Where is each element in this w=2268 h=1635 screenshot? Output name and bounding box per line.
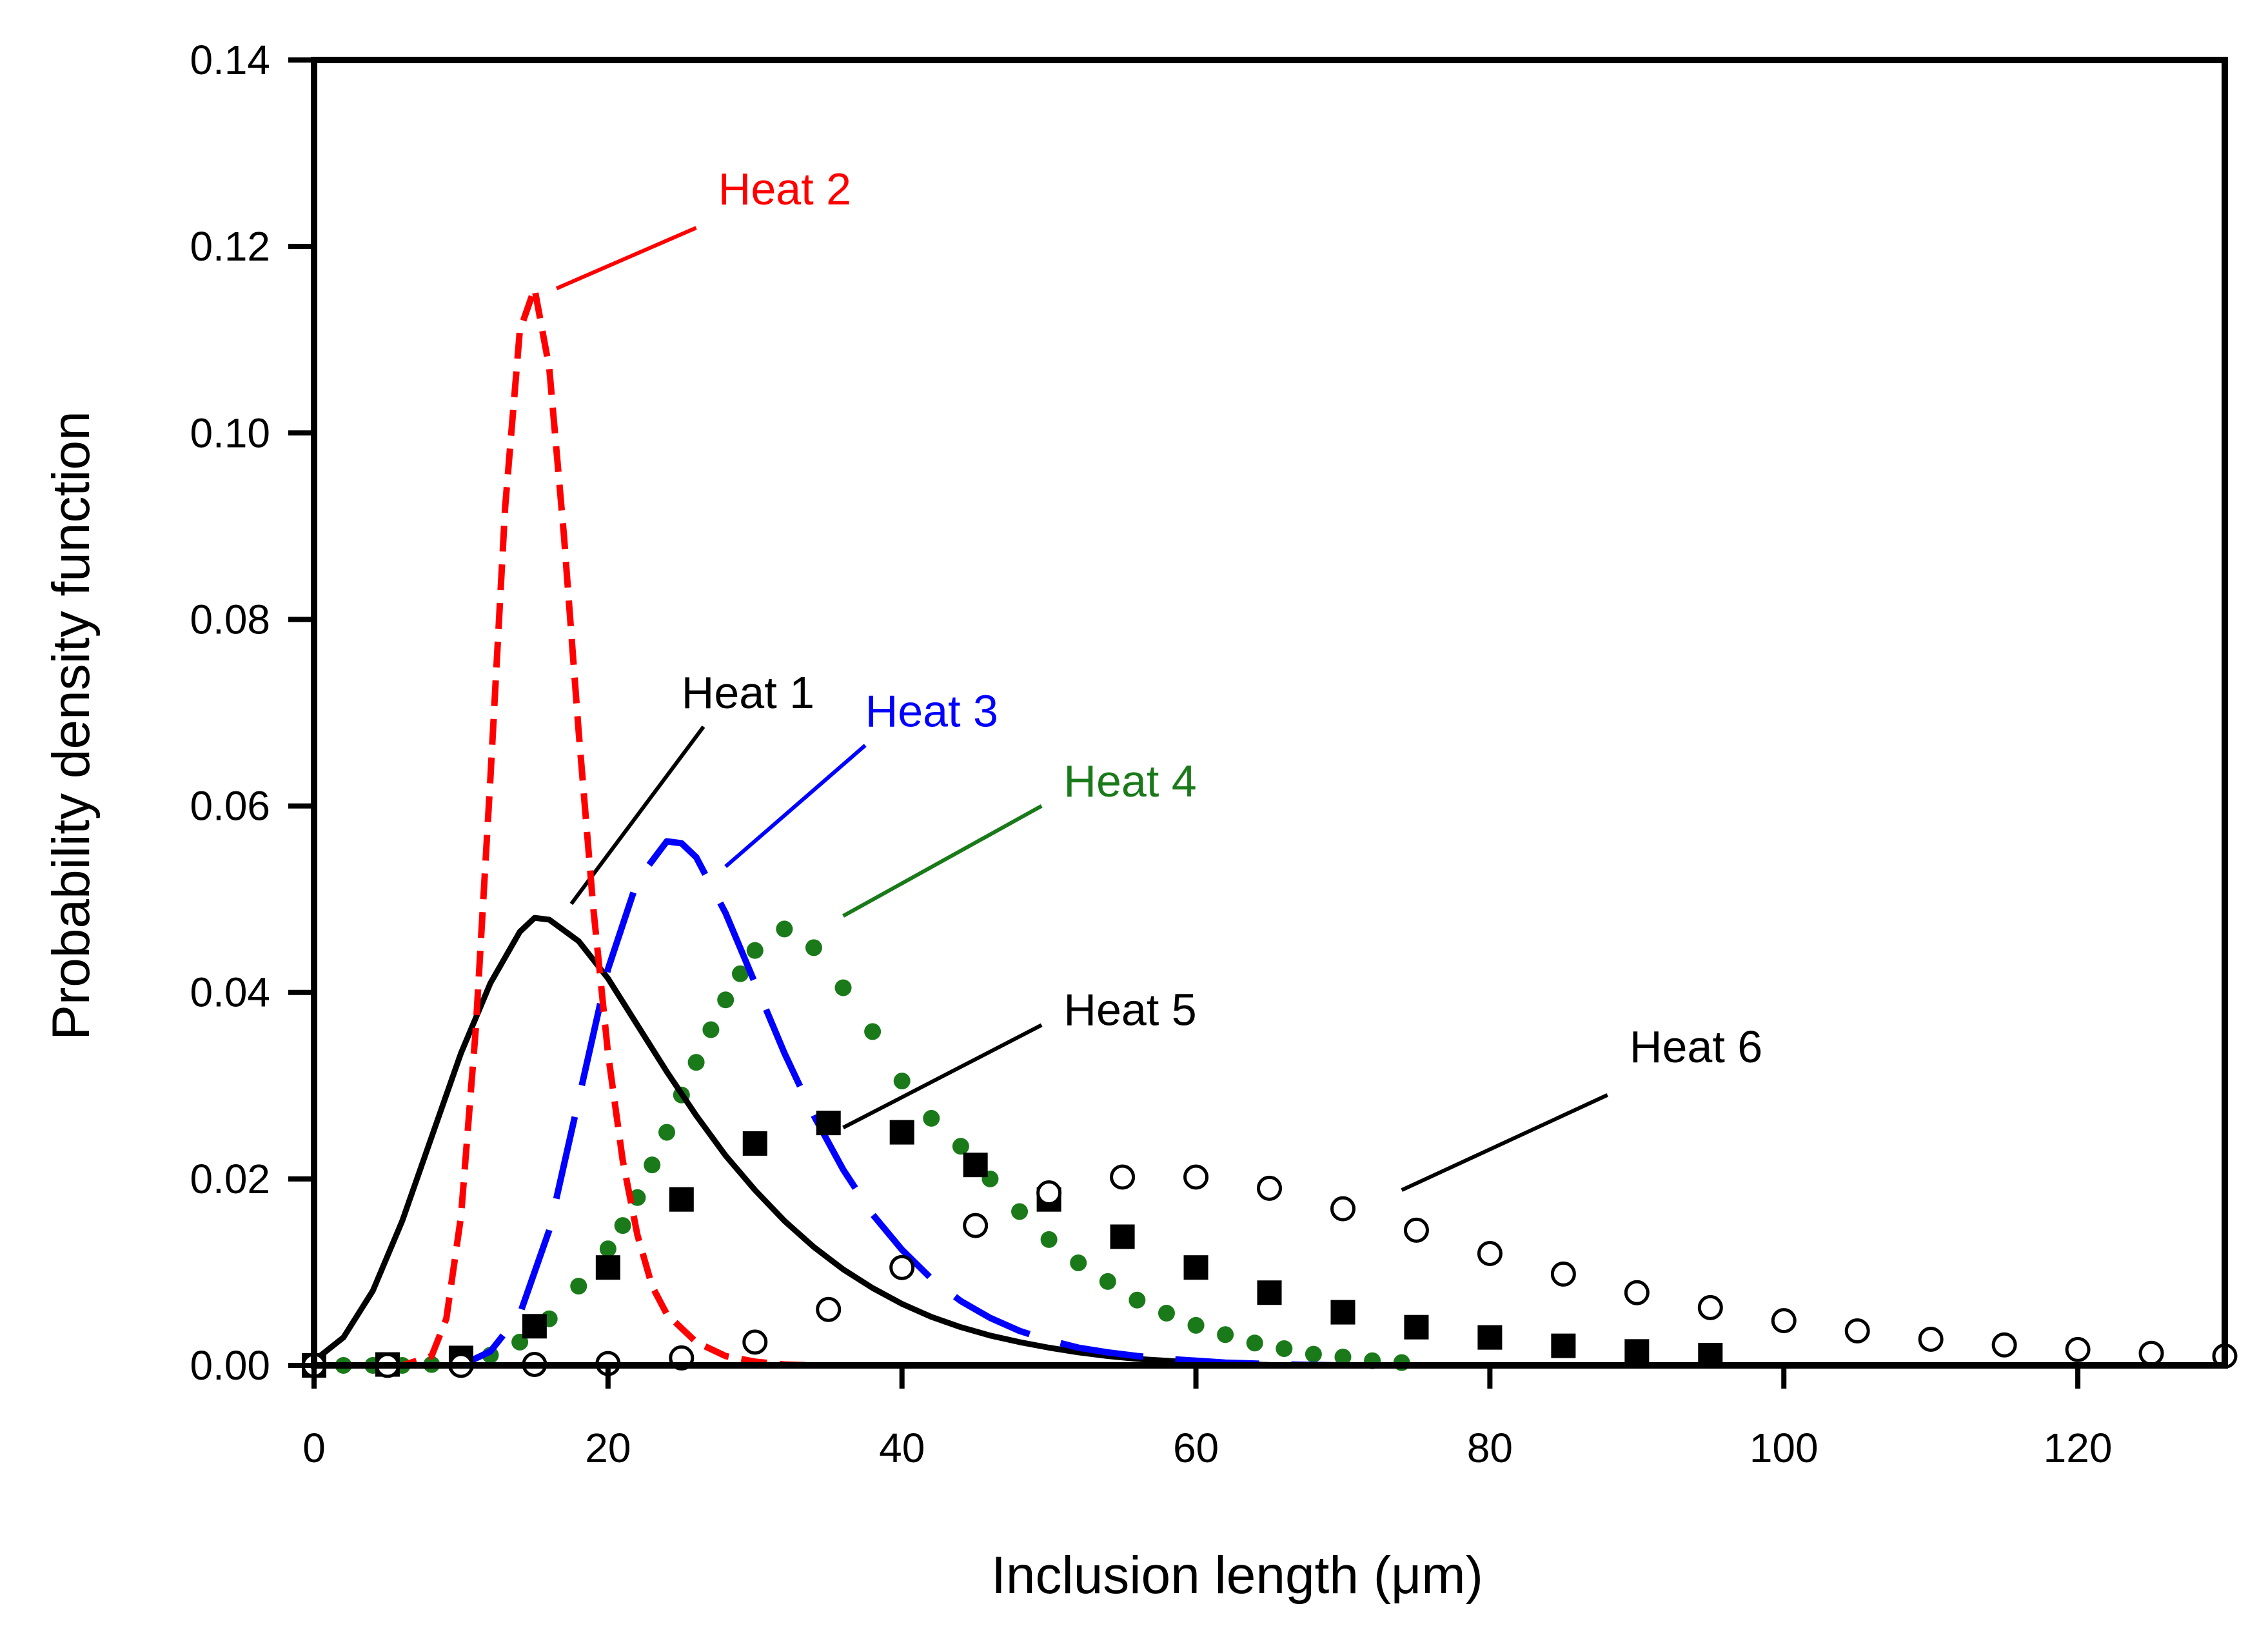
series-heat-5-point: [816, 1111, 841, 1136]
x-tick-label: 0: [302, 1425, 326, 1471]
series-heat-4-point: [1305, 1345, 1322, 1363]
series-heat-4-point: [923, 1109, 940, 1127]
series-heat-4-point: [1011, 1203, 1029, 1220]
annotation-leader-line: [842, 1023, 1043, 1130]
series-heat-5-point: [1551, 1333, 1576, 1358]
series-heat-4-point: [644, 1156, 661, 1174]
series-heat-4-point: [687, 1054, 705, 1071]
plot-frame: [311, 57, 2228, 1369]
series-heat-6-point: [2065, 1336, 2091, 1362]
series-heat-5-point: [1624, 1339, 1650, 1364]
series-heat-1-line: [312, 915, 1285, 1369]
series-heat-6-point: [889, 1254, 915, 1280]
axis-ticks: 0 20 40 60 80 100 120 0.00 0.02 0.04 0.06 0.08 0.10 0…: [190, 37, 2112, 1471]
y-tick-label: 0.04: [190, 969, 270, 1016]
series-heat-4-point: [1334, 1348, 1352, 1365]
series-heat-3-line: [314, 838, 1417, 1369]
annotation-leader-line: [842, 804, 1043, 918]
annotation-leader-line: [1401, 1093, 1608, 1192]
series-heat-6-point: [1257, 1175, 1282, 1201]
y-axis-title: Probability density function: [42, 411, 101, 1040]
x-tick-label: 80: [1467, 1425, 1513, 1471]
series-heat-5-point: [595, 1255, 620, 1280]
series-heat-4-point: [746, 942, 764, 959]
y-tick-label: 0.10: [190, 410, 270, 456]
x-tick-label: 100: [1750, 1425, 1819, 1471]
y-tick-label: 0.12: [190, 223, 270, 270]
series-heat-5-point: [889, 1120, 914, 1145]
series-heat-5-point: [1183, 1255, 1208, 1280]
series-heat-5-point: [1257, 1280, 1282, 1305]
series-heat-6-point: [1550, 1261, 1576, 1287]
series-heat-4-point: [864, 1023, 882, 1040]
series-heat-4-point: [717, 991, 735, 1009]
series-heat-6-point: [2138, 1340, 2164, 1366]
series-heat-6-point: [1183, 1164, 1209, 1190]
series-heat-6-point: [1624, 1280, 1650, 1305]
series-heat-4-point: [570, 1278, 587, 1295]
series-heat-4-point: [834, 979, 852, 996]
series-heat-4-point: [893, 1073, 911, 1090]
series-heat-4-point: [1158, 1305, 1175, 1322]
annotation-label: Heat 1: [682, 668, 814, 718]
x-tick-label: 20: [585, 1425, 631, 1471]
y-tick-label: 0.02: [190, 1156, 270, 1202]
series-heat-6-point: [1330, 1196, 1356, 1222]
series-heat-6-point: [742, 1329, 768, 1355]
series-heat-4-point: [1246, 1334, 1263, 1352]
series-heat-4-point: [1187, 1316, 1205, 1334]
series-heat-4-point: [1217, 1326, 1234, 1343]
series-heat-4-point: [952, 1138, 969, 1155]
annotation-label: Heat 4: [1063, 756, 1196, 806]
annotation-label: Heat 2: [718, 164, 851, 214]
annotation-leader-line: [555, 226, 697, 290]
series-heat-5-point: [1477, 1325, 1503, 1350]
series-heat-6-point: [963, 1213, 989, 1238]
series-heat-6-point: [1697, 1294, 1723, 1320]
series-heat-4-point: [1099, 1273, 1116, 1290]
series-heat-5-point: [522, 1314, 547, 1339]
series-heat-4-point: [731, 965, 749, 982]
series-heat-5-point: [963, 1153, 988, 1178]
y-tick-label: 0.14: [190, 37, 270, 83]
series-heat-5-point: [1404, 1314, 1429, 1340]
series-heat-4-point: [599, 1240, 616, 1258]
y-tick-label: 0.08: [190, 596, 270, 642]
series-heat-5-point: [742, 1131, 767, 1156]
y-tick-label: 0.06: [190, 783, 270, 829]
series-heat-4-point: [1276, 1340, 1293, 1357]
series-heat-6-point: [1918, 1327, 1944, 1353]
annotation-label: Heat 6: [1630, 1022, 1762, 1072]
series-heat-4-point: [614, 1217, 631, 1234]
annotation-label: Heat 3: [865, 686, 998, 737]
series-heat-6-point: [1991, 1332, 2017, 1358]
x-tick-label: 60: [1173, 1425, 1219, 1471]
series-heat-4-point: [776, 920, 793, 938]
series-heat-4-point: [1129, 1291, 1146, 1309]
annotation-leader-line: [724, 744, 867, 868]
series-heat-4-point: [702, 1021, 720, 1038]
y-tick-label: 0.00: [190, 1342, 270, 1389]
series-heat-6-point: [1844, 1318, 1870, 1344]
series-heat-5-point: [1110, 1224, 1135, 1249]
series-heat-6-point: [1771, 1308, 1797, 1334]
series-heat-5-point: [1330, 1300, 1356, 1325]
series-heat-6-point: [1036, 1180, 1062, 1206]
series-heat-4-point: [658, 1124, 676, 1141]
series-heat-4-point: [1070, 1254, 1087, 1271]
series-heat-5-point: [669, 1187, 694, 1212]
series-heat-6-point: [816, 1296, 842, 1322]
x-tick-label: 40: [879, 1425, 925, 1471]
series-heat-4-point: [1040, 1231, 1058, 1248]
series-heat-6-point: [1403, 1217, 1429, 1243]
series-heat-6-point: [1110, 1164, 1136, 1190]
x-axis-title: Inclusion length (μm): [991, 1546, 1483, 1605]
x-tick-label: 120: [2044, 1425, 2113, 1471]
series-heat-6-point: [1477, 1241, 1503, 1267]
annotation-label: Heat 5: [1063, 984, 1196, 1035]
series-heat-4-point: [805, 939, 822, 956]
